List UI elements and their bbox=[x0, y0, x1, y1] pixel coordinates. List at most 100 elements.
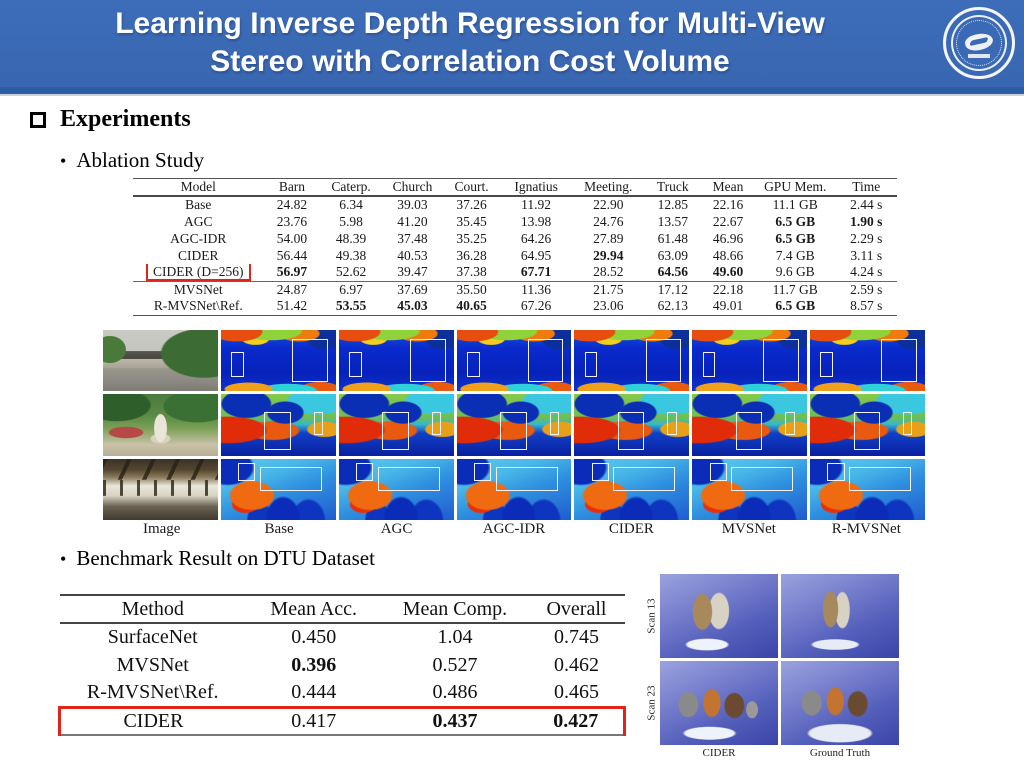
depth-map-mvsnet-row2 bbox=[692, 394, 808, 456]
value-cell: 0.417 bbox=[245, 705, 382, 736]
value-cell: 2.44 s bbox=[836, 196, 897, 213]
annotation-box bbox=[709, 462, 727, 482]
annotation-box bbox=[731, 467, 794, 491]
cell-text: 22.16 bbox=[712, 197, 744, 212]
cell-text: 6.5 GB bbox=[775, 298, 816, 314]
value-cell: 67.26 bbox=[500, 298, 573, 316]
dot-bullet-icon: • bbox=[60, 151, 67, 171]
value-cell: 0.437 bbox=[381, 705, 529, 736]
cell-text: 13.57 bbox=[657, 213, 688, 229]
value-cell: 23.06 bbox=[572, 298, 645, 316]
value-cell: 35.50 bbox=[443, 281, 500, 298]
value-cell: 61.48 bbox=[644, 230, 701, 247]
table-row: R-MVSNet\Ref. 51.42 53.55 45.03 40.65 67.26 23… bbox=[133, 298, 897, 316]
cell-text: 6.97 bbox=[339, 281, 363, 297]
dtu-table-header-row: Method Mean Acc. Mean Comp. Overall bbox=[59, 594, 625, 624]
value-cell: 0.450 bbox=[246, 623, 382, 651]
slide-title-line1: Learning Inverse Depth Regression for Mu… bbox=[115, 7, 825, 40]
annotation-box bbox=[702, 352, 716, 377]
row-label-cell: MVSNet bbox=[133, 281, 264, 298]
depth-map-mvsnet-row1 bbox=[692, 330, 808, 392]
bullet-ablation-label: Ablation Study bbox=[76, 148, 205, 172]
cell-text: 35.45 bbox=[456, 213, 487, 229]
cell-text: 61.48 bbox=[657, 230, 688, 246]
cell-text: 3.11 s bbox=[850, 247, 883, 263]
cell-text: CIDER bbox=[178, 247, 219, 263]
column-header: Method bbox=[59, 594, 246, 624]
column-header: Church bbox=[381, 178, 444, 197]
grid-column-label: Image bbox=[142, 521, 181, 537]
slide-title: Learning Inverse Depth Regression for Mu… bbox=[10, 5, 930, 81]
value-cell: 2.59 s bbox=[836, 281, 897, 298]
value-cell: 28.52 bbox=[572, 264, 645, 282]
cell-text: 6.34 bbox=[339, 197, 363, 212]
bullet-ablation-study: • Ablation Study bbox=[60, 148, 204, 173]
grid-column-label: R-MVSNet bbox=[831, 521, 901, 537]
value-cell: 11.1 GB bbox=[755, 196, 836, 213]
section-experiments-label: Experiments bbox=[60, 106, 191, 132]
section-experiments: Experiments bbox=[30, 106, 191, 133]
annotation-box bbox=[231, 352, 244, 377]
table-row: CIDER 56.44 49.38 40.53 36.28 64.95 29.94 63.09… bbox=[133, 247, 897, 264]
scan-figure-ground-truth-label: Ground Truth bbox=[809, 747, 871, 759]
annotation-box bbox=[735, 411, 763, 450]
value-cell: 39.47 bbox=[381, 264, 444, 282]
cell-text: 0.462 bbox=[553, 653, 599, 676]
annotation-box bbox=[618, 411, 645, 450]
value-cell: 0.427 bbox=[528, 705, 627, 736]
cell-text: 62.13 bbox=[657, 298, 688, 314]
value-cell: 8.57 s bbox=[835, 298, 897, 316]
depth-map-base-row1 bbox=[220, 330, 336, 392]
cell-text: R-MVSNet\Ref. bbox=[153, 298, 243, 314]
value-cell: 64.26 bbox=[500, 230, 572, 247]
value-cell: 9.6 GB bbox=[754, 264, 836, 282]
table-row: AGC 23.76 5.98 41.20 35.45 13.98 24.76 13.57 22.… bbox=[133, 213, 897, 230]
row-label-cell: CIDER bbox=[133, 247, 264, 264]
university-seal-icon bbox=[943, 7, 1015, 79]
dot-bullet-icon: • bbox=[60, 549, 67, 569]
annotation-box bbox=[259, 467, 322, 491]
cell-text: R-MVSNet\Ref. bbox=[86, 680, 219, 703]
depth-map-agc-idr-row1 bbox=[456, 330, 572, 392]
cell-text: 5.98 bbox=[339, 213, 363, 229]
cell-text: 11.92 bbox=[521, 197, 552, 212]
cell-text: 0.427 bbox=[553, 709, 599, 732]
value-cell: 5.98 bbox=[320, 213, 381, 230]
annotation-box bbox=[853, 411, 881, 450]
value-cell: 24.82 bbox=[264, 196, 321, 213]
value-cell: 0.444 bbox=[246, 679, 382, 707]
row-label-cell: R-MVSNet\Ref. bbox=[133, 298, 264, 316]
value-cell: 0.396 bbox=[246, 651, 382, 679]
cell-text: 39.47 bbox=[397, 264, 428, 280]
cell-text: CIDER bbox=[123, 709, 184, 732]
table-row: SurfaceNet 0.450 1.04 0.745 bbox=[60, 623, 625, 651]
annotation-box bbox=[549, 411, 559, 435]
cell-text: 9.6 GB bbox=[775, 264, 815, 280]
value-cell: 67.71 bbox=[500, 264, 573, 282]
depth-map-agc-idr-row3 bbox=[456, 458, 572, 520]
table-row: Base 24.82 6.34 39.03 37.26 11.92 22.90 12.85 22… bbox=[133, 196, 897, 213]
cell-text: 0.444 bbox=[291, 680, 337, 703]
value-cell: 64.95 bbox=[500, 247, 572, 264]
cell-text: 53.55 bbox=[335, 298, 367, 314]
cell-text: MVSNet bbox=[116, 653, 189, 676]
scan-reconstruction-figure: Scan 13 Scan 23 CIDER Ground Truth bbox=[644, 574, 916, 759]
value-cell: 6.5 GB bbox=[755, 230, 836, 247]
row-label-cell: AGC-IDR bbox=[133, 230, 264, 247]
value-cell: 24.76 bbox=[572, 213, 644, 230]
value-cell: 54.00 bbox=[264, 230, 321, 247]
cell-text: 11.1 GB bbox=[772, 197, 818, 212]
depth-map-comparison-grid bbox=[103, 330, 925, 520]
value-cell: 2.29 s bbox=[836, 230, 897, 247]
depth-map-r-mvsnet-row1 bbox=[810, 330, 925, 392]
value-cell: 4.24 s bbox=[835, 264, 897, 282]
cell-text: MVSNet bbox=[173, 281, 223, 297]
annotation-box bbox=[527, 338, 564, 382]
cell-text: 0.417 bbox=[291, 709, 337, 732]
value-cell: 40.65 bbox=[443, 298, 500, 316]
cell-text: 56.97 bbox=[276, 264, 308, 280]
scan23-ground-truth-image bbox=[781, 661, 899, 745]
cell-text: 67.26 bbox=[520, 298, 552, 314]
cell-text: 11.36 bbox=[521, 281, 552, 297]
value-cell: 22.18 bbox=[701, 281, 755, 298]
